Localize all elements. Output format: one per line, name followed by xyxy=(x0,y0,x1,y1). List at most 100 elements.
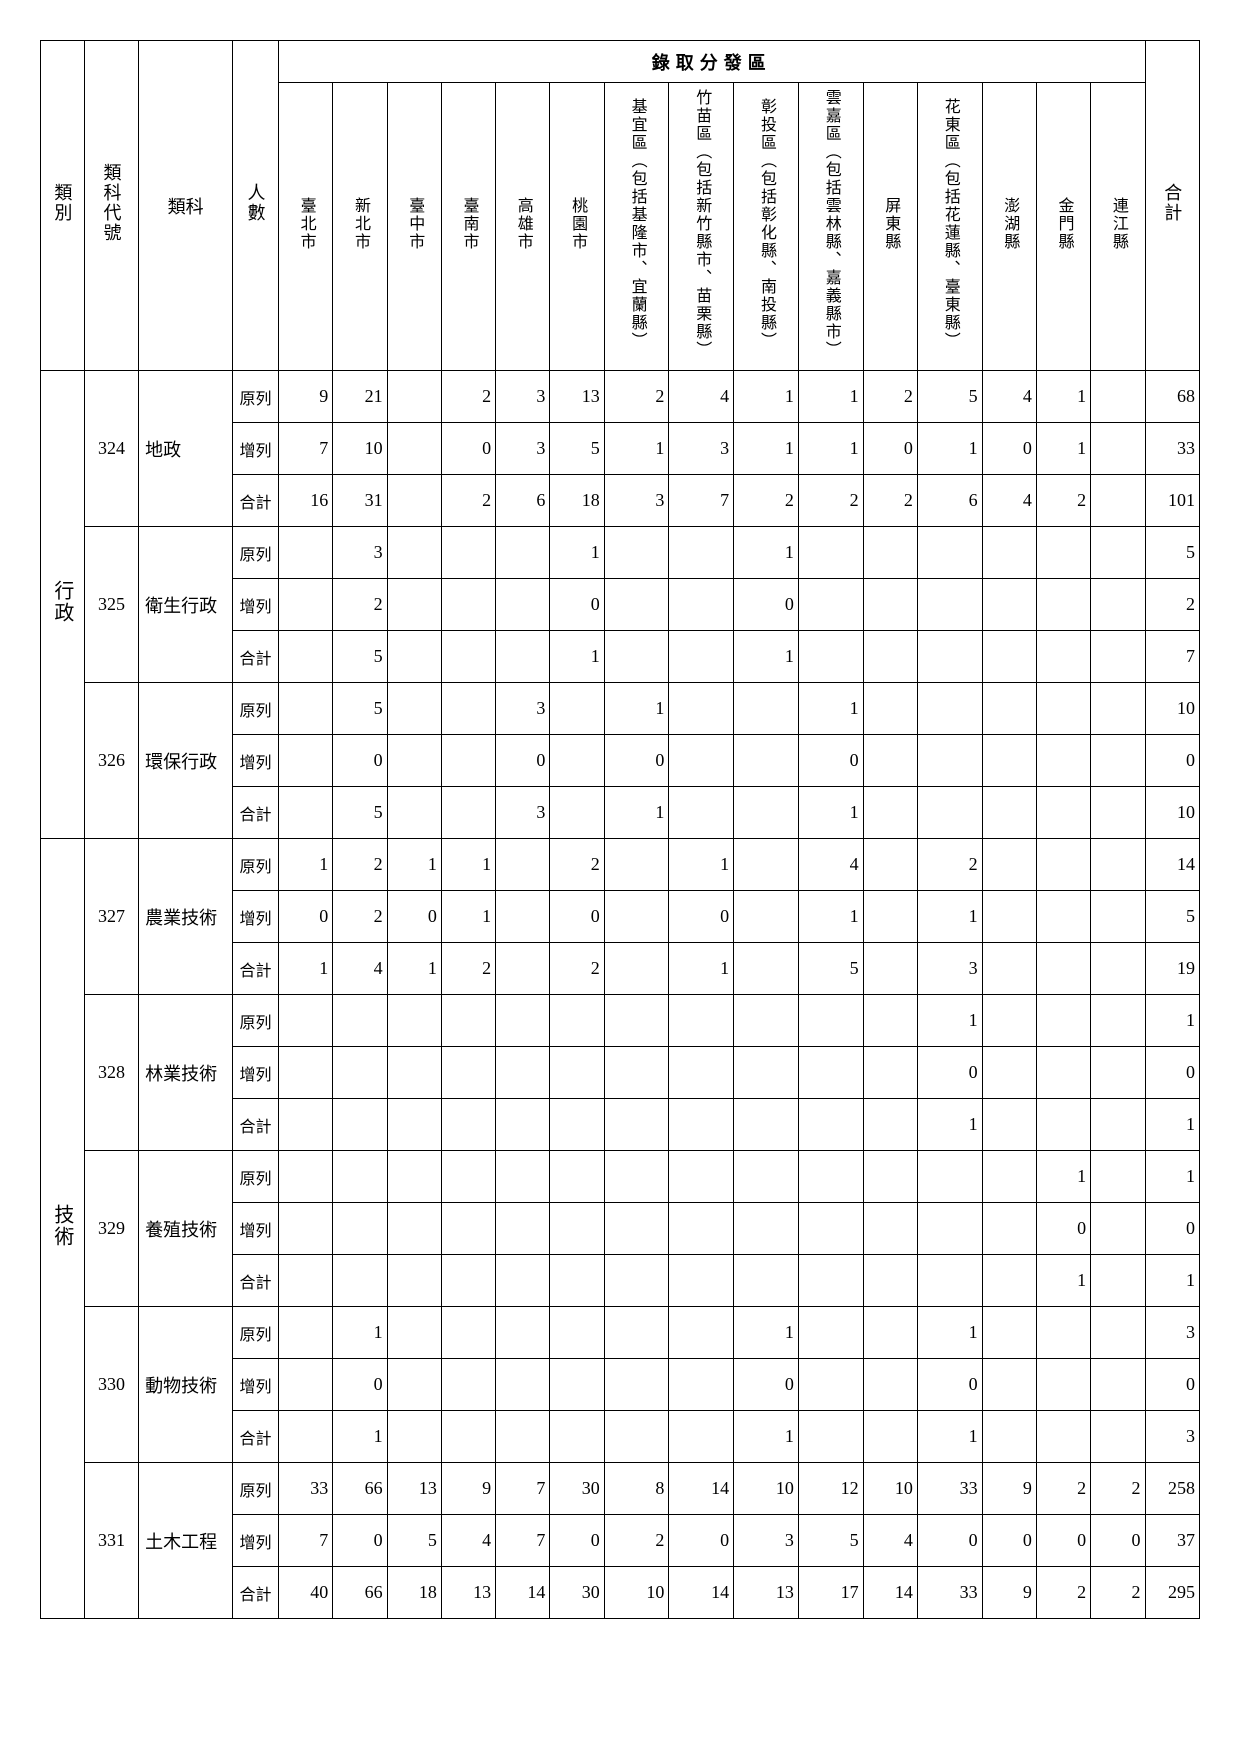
value-cell xyxy=(496,1359,550,1411)
value-cell: 10 xyxy=(863,1463,917,1515)
value-cell: 5 xyxy=(798,1515,863,1567)
value-cell: 3 xyxy=(496,423,550,475)
table-row: 330動物技術原列1113 xyxy=(41,1307,1200,1359)
value-cell: 33 xyxy=(1145,423,1199,475)
value-cell xyxy=(496,631,550,683)
region-1: 新北市 xyxy=(348,197,372,251)
value-cell: 2 xyxy=(734,475,799,527)
value-cell xyxy=(604,1151,669,1203)
value-cell xyxy=(863,1255,917,1307)
value-cell: 1 xyxy=(1036,371,1090,423)
rowtype-cell: 增列 xyxy=(233,891,279,943)
hdr-subject: 類科 xyxy=(139,41,233,371)
value-cell: 1 xyxy=(734,371,799,423)
value-cell xyxy=(863,995,917,1047)
value-cell xyxy=(669,631,734,683)
value-cell xyxy=(798,527,863,579)
value-cell: 1 xyxy=(1036,1255,1090,1307)
value-cell: 5 xyxy=(917,371,982,423)
value-cell xyxy=(604,891,669,943)
value-cell: 1 xyxy=(798,371,863,423)
value-cell: 0 xyxy=(1145,1359,1199,1411)
value-cell xyxy=(279,1047,333,1099)
value-cell: 17 xyxy=(798,1567,863,1619)
value-cell xyxy=(982,735,1036,787)
value-cell xyxy=(441,579,495,631)
value-cell xyxy=(1036,527,1090,579)
rowtype-cell: 增列 xyxy=(233,1047,279,1099)
hdr-category: 類別 xyxy=(49,183,75,223)
value-cell: 33 xyxy=(917,1463,982,1515)
value-cell: 0 xyxy=(917,1047,982,1099)
value-cell xyxy=(863,631,917,683)
value-cell xyxy=(798,1359,863,1411)
value-cell: 10 xyxy=(604,1567,669,1619)
value-cell xyxy=(982,1359,1036,1411)
value-cell: 1 xyxy=(734,423,799,475)
value-cell xyxy=(669,1411,734,1463)
value-cell xyxy=(441,1411,495,1463)
value-cell: 1 xyxy=(333,1307,387,1359)
value-cell xyxy=(982,527,1036,579)
value-cell xyxy=(1091,371,1145,423)
value-cell: 0 xyxy=(1145,1203,1199,1255)
value-cell xyxy=(333,1099,387,1151)
value-cell xyxy=(279,1151,333,1203)
table-row: 328林業技術原列11 xyxy=(41,995,1200,1047)
value-cell: 101 xyxy=(1145,475,1199,527)
value-cell: 1 xyxy=(1145,995,1199,1047)
value-cell xyxy=(863,527,917,579)
rowtype-cell: 原列 xyxy=(233,1151,279,1203)
value-cell: 1 xyxy=(798,891,863,943)
value-cell xyxy=(387,1359,441,1411)
value-cell: 2 xyxy=(333,891,387,943)
value-cell xyxy=(279,527,333,579)
table-row: 331土木工程原列336613973081410121033922258 xyxy=(41,1463,1200,1515)
value-cell xyxy=(387,787,441,839)
value-cell xyxy=(863,839,917,891)
hdr-code: 類科代號 xyxy=(98,163,124,243)
value-cell: 2 xyxy=(441,371,495,423)
value-cell xyxy=(604,1359,669,1411)
value-cell: 13 xyxy=(441,1567,495,1619)
value-cell xyxy=(1036,943,1090,995)
value-cell: 0 xyxy=(734,1359,799,1411)
value-cell: 4 xyxy=(982,371,1036,423)
value-cell: 14 xyxy=(669,1567,734,1619)
value-cell xyxy=(441,1255,495,1307)
value-cell: 0 xyxy=(669,891,734,943)
value-cell: 2 xyxy=(441,475,495,527)
value-cell: 0 xyxy=(441,423,495,475)
value-cell xyxy=(917,735,982,787)
value-cell xyxy=(982,995,1036,1047)
code-cell: 330 xyxy=(84,1307,138,1463)
value-cell: 9 xyxy=(982,1567,1036,1619)
region-6: 基宜區（包括基隆市、宜蘭縣） xyxy=(625,98,649,350)
subject-cell: 地政 xyxy=(139,371,233,527)
value-cell: 0 xyxy=(1145,735,1199,787)
value-cell: 68 xyxy=(1145,371,1199,423)
value-cell xyxy=(550,787,604,839)
value-cell: 66 xyxy=(333,1463,387,1515)
value-cell xyxy=(387,1411,441,1463)
code-cell: 327 xyxy=(84,839,138,995)
value-cell xyxy=(734,683,799,735)
value-cell: 0 xyxy=(279,891,333,943)
region-5: 桃園市 xyxy=(565,197,589,251)
value-cell: 3 xyxy=(1145,1307,1199,1359)
value-cell: 5 xyxy=(798,943,863,995)
value-cell xyxy=(669,787,734,839)
value-cell xyxy=(798,1203,863,1255)
value-cell xyxy=(604,1099,669,1151)
value-cell xyxy=(279,683,333,735)
table-row: 行政324地政原列92123132411254168 xyxy=(41,371,1200,423)
value-cell xyxy=(604,1255,669,1307)
value-cell xyxy=(982,943,1036,995)
value-cell: 1 xyxy=(734,631,799,683)
value-cell: 3 xyxy=(496,787,550,839)
value-cell xyxy=(387,631,441,683)
value-cell xyxy=(550,1359,604,1411)
table-row: 329養殖技術原列11 xyxy=(41,1151,1200,1203)
value-cell xyxy=(917,527,982,579)
value-cell xyxy=(734,787,799,839)
